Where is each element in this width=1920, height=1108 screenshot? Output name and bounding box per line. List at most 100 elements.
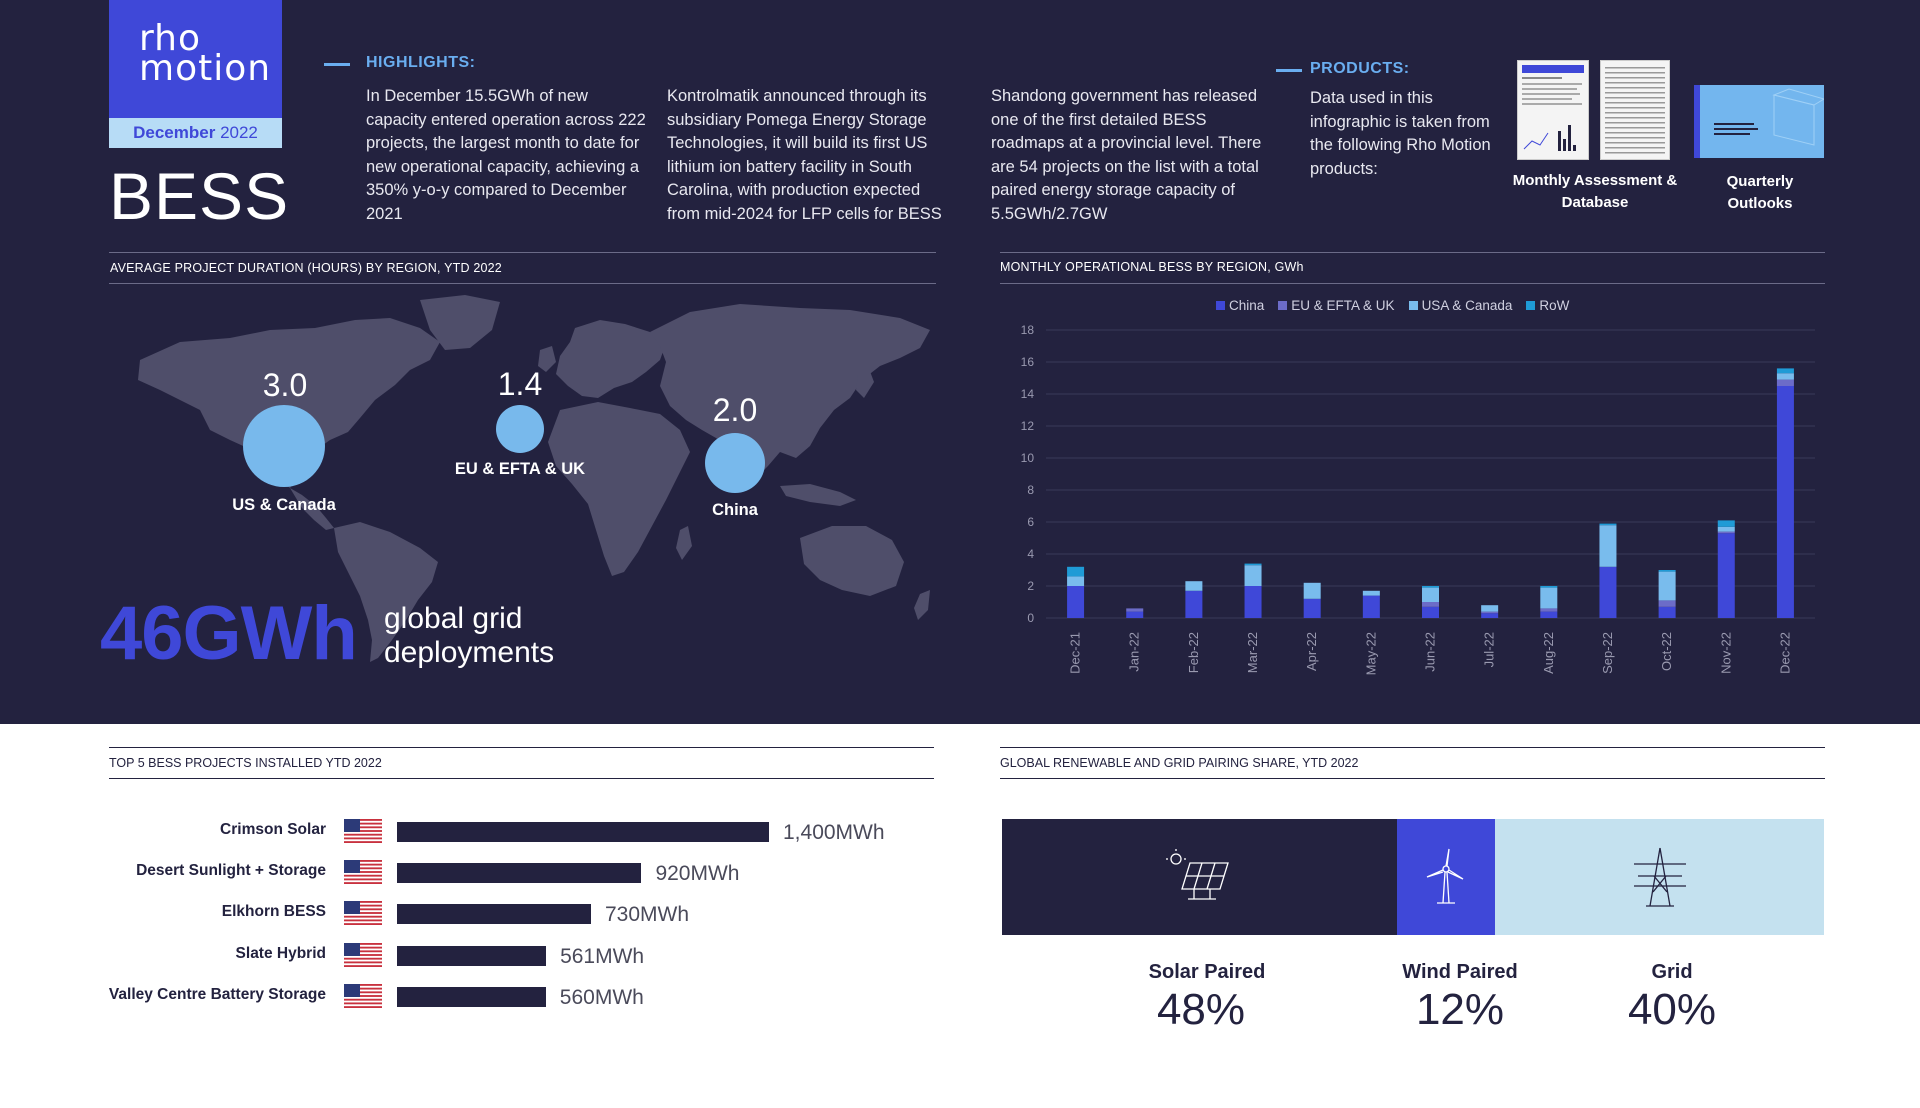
project-name: Slate Hybrid [235, 945, 326, 962]
project-value: 920MWh [655, 862, 740, 885]
chart-legend: China EU & EFTA & UK USA & Canada RoW [1216, 298, 1569, 313]
bar-segment [1244, 565, 1262, 586]
map-section-bottom-line [109, 283, 936, 284]
y-tick-label: 4 [1027, 547, 1034, 561]
label-china: China [712, 501, 758, 519]
us-flag-icon [344, 860, 382, 889]
us-flag-icon [344, 901, 382, 930]
bar-segment [1362, 590, 1380, 596]
uk-landmass [538, 346, 556, 372]
bar-segment [1185, 590, 1203, 618]
bar-segment [1776, 386, 1794, 618]
legend-label-row: RoW [1539, 298, 1570, 313]
chart-title: MONTHLY OPERATIONAL BESS BY REGION, GWh [1000, 260, 1304, 274]
south-america-landmass [334, 522, 438, 662]
products-dash [1276, 69, 1302, 72]
project-bar [397, 904, 591, 924]
bar-segment [1599, 525, 1617, 567]
bubble-china [705, 433, 765, 493]
y-tick-label: 14 [1021, 387, 1035, 401]
y-tick-label: 10 [1021, 451, 1035, 465]
x-tick-label: Sep-22 [1600, 632, 1615, 674]
asia-landmass [650, 304, 930, 480]
x-tick-label: Jun-22 [1423, 632, 1438, 672]
bar-segment [1303, 598, 1321, 618]
bar-segment [1422, 587, 1439, 602]
legend-label-eu: EU & EFTA & UK [1291, 298, 1395, 313]
pairing-value-solar: 48% [1156, 985, 1246, 1034]
x-tick-label: May-22 [1363, 632, 1378, 675]
europe-landmass [556, 320, 665, 398]
bar-segment [1067, 586, 1085, 618]
bar-segment [1540, 611, 1558, 618]
bar-segment [1658, 570, 1676, 572]
project-name: Elkhorn BESS [221, 903, 326, 920]
value-china: 2.0 [712, 392, 758, 428]
top5-section-top-line [109, 747, 934, 748]
bar-segment [1776, 379, 1794, 386]
bar-segment [1717, 531, 1735, 534]
map-section-top-line [109, 252, 936, 253]
logo-date: December 2022 [109, 118, 282, 148]
bubble-us-canada [243, 405, 325, 487]
project-value: 1,400MWh [783, 821, 885, 844]
pairing-bar [1002, 819, 1824, 935]
bar-segment [1422, 586, 1439, 588]
y-tick-label: 12 [1021, 419, 1035, 433]
bar-segment [1599, 523, 1617, 526]
rho-motion-logo: rho motion December 2022 [109, 0, 282, 148]
legend-item-china: China [1216, 298, 1264, 313]
project-bar [397, 946, 547, 966]
bar-segment [1362, 595, 1380, 618]
pairing-value-wind: 12% [1415, 985, 1505, 1034]
legend-swatch-row [1526, 301, 1536, 310]
bar-segment [1067, 566, 1085, 577]
map-section-title: AVERAGE PROJECT DURATION (HOURS) BY REGI… [110, 261, 502, 275]
y-tick-label: 0 [1027, 611, 1034, 625]
headline-total: 46GWh [100, 591, 358, 676]
highlights-dash [324, 63, 350, 66]
us-flag-icon [344, 984, 382, 1013]
bar-segment [1658, 606, 1676, 618]
highlight-text-2: Kontrolmatik announced through its subsi… [667, 87, 942, 223]
bar-segment [1658, 600, 1676, 607]
headline-caption-line-1: global grid [384, 602, 523, 635]
x-tick-label: Feb-22 [1186, 632, 1201, 673]
bar-segment [1303, 582, 1321, 599]
logo-line-2: motion [139, 48, 272, 89]
logo-wordmark: rho motion [139, 18, 272, 89]
bar-segment [1717, 520, 1735, 527]
top5-section-bottom-line [109, 778, 934, 779]
bar-segment [1540, 608, 1558, 612]
database-thumbnail [1600, 60, 1670, 160]
pylon-icon [1634, 847, 1687, 907]
project-bar [397, 863, 642, 883]
logo-month: December [133, 123, 216, 142]
bar-segment [1540, 586, 1558, 588]
headline-caption-line-2: deployments [384, 636, 555, 669]
africa-landmass [548, 402, 690, 576]
logo-line-1: rho [139, 18, 202, 59]
bar-segment [1481, 611, 1499, 614]
bar-segment [1717, 526, 1735, 532]
bar-segment [1126, 608, 1144, 612]
y-tick-label: 8 [1027, 483, 1034, 497]
y-tick-label: 18 [1021, 323, 1035, 337]
pairing-section-top-line [1000, 747, 1825, 748]
bar-segment [1776, 368, 1794, 374]
headline-caption: global grid deployments [384, 602, 554, 670]
label-us-canada: US & Canada [232, 496, 336, 514]
central-america-landmass [290, 488, 334, 530]
pairing-label-wind: Wind Paired [1402, 961, 1518, 983]
logo-year: 2022 [220, 123, 258, 142]
bar-segment [1658, 571, 1676, 601]
new-zealand-landmass [914, 590, 930, 620]
outlook-thumbnail [1694, 85, 1826, 158]
page-title: BESS [109, 159, 290, 233]
x-tick-label: Nov-22 [1718, 632, 1733, 674]
value-eu: 1.4 [497, 366, 543, 402]
y-tick-label: 2 [1027, 579, 1034, 593]
project-bar [397, 822, 769, 842]
product-label-monthly: Monthly Assessment & Database [1512, 172, 1678, 211]
legend-swatch-china [1216, 301, 1225, 310]
